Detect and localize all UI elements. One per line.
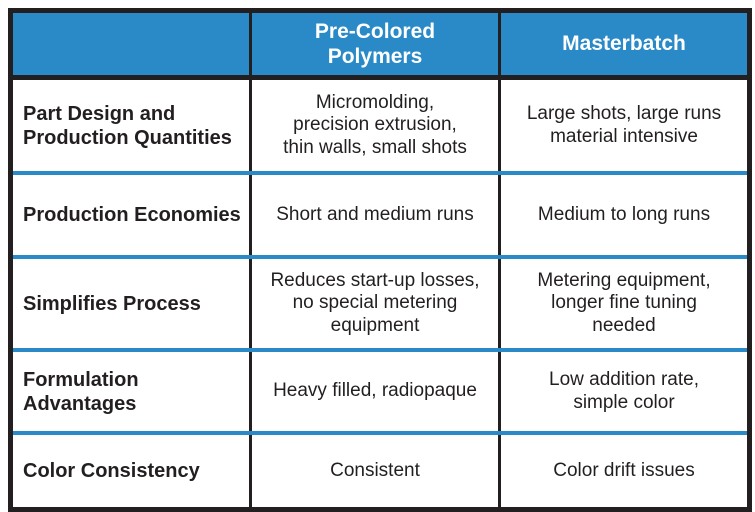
cell-pre-colored: Reduces start-up losses, no special mete…: [249, 255, 501, 352]
cell-pre-colored: Consistent: [249, 431, 501, 512]
table-row-formulation-advantages: Formulation Advantages Heavy filled, rad…: [9, 348, 751, 435]
corner-cell: [9, 10, 252, 80]
cell-masterbatch: Metering equipment, longer fine tuning n…: [498, 255, 751, 352]
cell-masterbatch: Low addition rate, simple color: [498, 348, 751, 435]
cell-masterbatch: Large shots, large runs material intensi…: [498, 75, 751, 175]
cell-masterbatch: Medium to long runs: [498, 171, 751, 259]
comparison-table: Pre-Colored Polymers Masterbatch Part De…: [8, 8, 752, 512]
table-row-part-design: Part Design and Production Quantities Mi…: [9, 75, 751, 175]
row-label: Color Consistency: [9, 431, 252, 512]
row-label: Simplifies Process: [9, 255, 252, 352]
cell-masterbatch: Color drift issues: [498, 431, 751, 512]
cell-pre-colored: Short and medium runs: [249, 171, 501, 259]
table-row-color-consistency: Color Consistency Consistent Color drift…: [9, 431, 751, 512]
table-row-production-economies: Production Economies Short and medium ru…: [9, 171, 751, 259]
row-label: Part Design and Production Quantities: [9, 75, 252, 175]
row-label: Production Economies: [9, 171, 252, 259]
cell-pre-colored: Micromolding, precision extrusion, thin …: [249, 75, 501, 175]
row-label: Formulation Advantages: [9, 348, 252, 435]
header-row: Pre-Colored Polymers Masterbatch: [9, 10, 751, 80]
table-row-simplifies-process: Simplifies Process Reduces start-up loss…: [9, 255, 751, 352]
col-header-masterbatch: Masterbatch: [498, 10, 751, 80]
col-header-pre-colored-polymers: Pre-Colored Polymers: [249, 10, 501, 80]
cell-pre-colored: Heavy filled, radiopaque: [249, 348, 501, 435]
